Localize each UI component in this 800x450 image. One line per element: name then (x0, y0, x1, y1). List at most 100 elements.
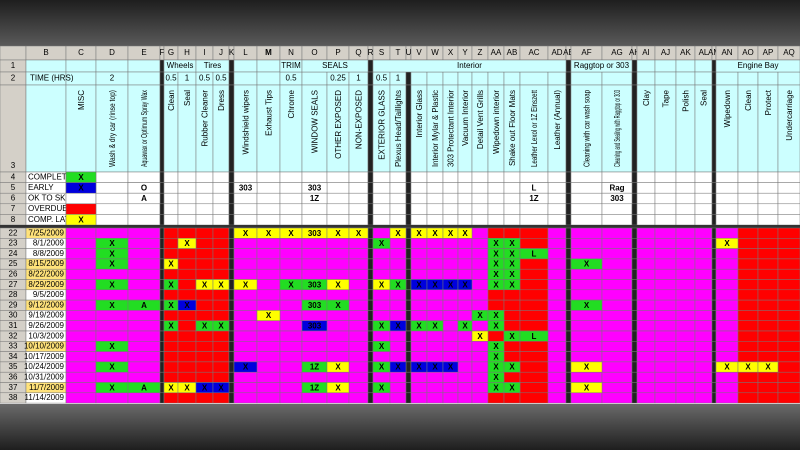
status-text: A (141, 194, 147, 203)
cell (457, 392, 473, 404)
cell (757, 310, 779, 321)
cell (256, 182, 281, 194)
cell (570, 192, 603, 205)
cell (715, 330, 739, 342)
cell (195, 258, 214, 270)
cell (757, 320, 779, 332)
cell (405, 392, 412, 404)
cell (675, 382, 696, 394)
cell (367, 341, 374, 352)
column-letter: U (406, 48, 412, 57)
cell (228, 258, 235, 270)
column-letter: D (109, 48, 115, 57)
cell (212, 171, 230, 183)
cell (442, 351, 459, 363)
cell (279, 268, 303, 280)
cell (389, 171, 407, 183)
cell (279, 299, 303, 311)
cell (405, 279, 412, 291)
cell (631, 248, 638, 260)
row-number: 6 (11, 194, 16, 203)
cell (410, 371, 428, 383)
cell (675, 392, 696, 404)
status-text: X (379, 342, 385, 351)
cell (405, 71, 412, 86)
cell (601, 341, 633, 352)
cell (565, 371, 572, 383)
cell (547, 227, 567, 239)
cell (65, 258, 97, 270)
cell (279, 392, 303, 404)
cell (487, 192, 505, 205)
date-text: 8/22/2009 (28, 269, 64, 278)
column-title: OTHER EXPOSED (334, 90, 343, 159)
column-title: NON-EXPOSED (355, 90, 364, 149)
cell (279, 238, 303, 249)
cell (601, 330, 633, 342)
cell (127, 203, 161, 215)
status-text: L (532, 184, 537, 193)
cell (654, 392, 677, 404)
cell (737, 279, 759, 291)
legend-label: OVERDUE (28, 204, 68, 213)
column-title: Leather Lexol or 1Z Einszett (530, 89, 539, 167)
cell (163, 268, 179, 280)
cell (565, 214, 572, 226)
cell (519, 279, 549, 291)
cell (737, 371, 759, 383)
cell (405, 84, 412, 173)
status-text: X (266, 229, 272, 238)
cell (711, 171, 717, 183)
cell (410, 182, 428, 194)
group-cell (195, 59, 230, 73)
cell (654, 268, 677, 280)
status-cell (65, 203, 97, 215)
cell (737, 171, 759, 183)
cell (570, 203, 603, 215)
column-title: Protect (764, 89, 773, 115)
cell (228, 320, 235, 332)
cell (195, 392, 214, 404)
column-title: Leather (Annual) (553, 90, 562, 150)
column-letter: AN (721, 48, 732, 57)
cell (636, 59, 656, 73)
cell (177, 258, 197, 270)
cell (426, 214, 444, 226)
column-letter: I (203, 48, 205, 57)
cell (372, 289, 391, 301)
cell (565, 382, 572, 394)
cell (256, 289, 281, 301)
cell (389, 268, 407, 280)
cell (601, 361, 633, 373)
legend-label: EARLY (28, 183, 54, 192)
cell (372, 392, 391, 404)
cell (711, 392, 717, 404)
cell (301, 203, 328, 215)
cell (570, 214, 603, 226)
date-text: 10/3/2009 (28, 331, 64, 340)
cell (159, 84, 165, 173)
column-letter: L (243, 48, 248, 57)
cell (195, 248, 214, 260)
status-text: X (765, 363, 771, 372)
cell (715, 299, 739, 311)
cell (601, 248, 633, 260)
cell (471, 248, 489, 260)
cell (636, 299, 656, 311)
group-label: Tires (204, 61, 221, 70)
status-text: O (141, 184, 147, 193)
status-text: X (78, 184, 84, 193)
cell (233, 203, 258, 215)
cell (442, 310, 459, 321)
cell (737, 330, 759, 342)
cell (367, 371, 374, 383)
hours-value: 2 (110, 74, 115, 83)
cell (65, 59, 97, 73)
cell (233, 371, 258, 383)
top-shade (0, 0, 800, 46)
cell (471, 238, 489, 249)
cell (503, 341, 521, 352)
cell (410, 192, 428, 205)
cell (711, 299, 717, 311)
